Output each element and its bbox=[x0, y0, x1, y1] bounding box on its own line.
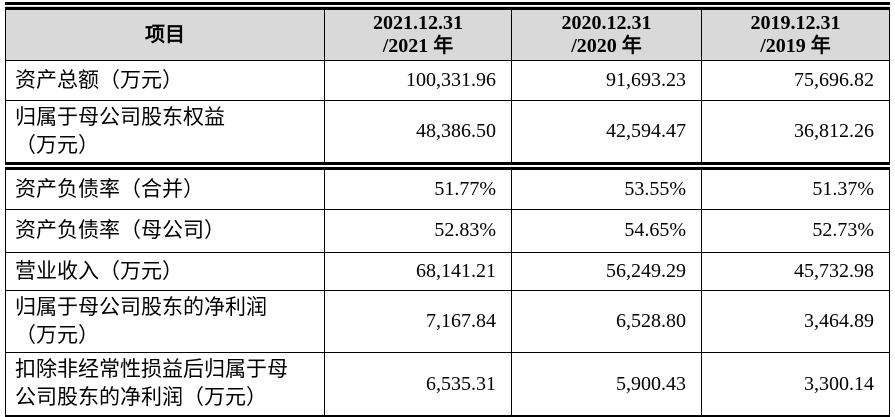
value-2019: 75,696.82 bbox=[701, 60, 890, 101]
table-row-net-profit-parent: 归属于母公司股东的净利润 （万元） 7,167.84 6,528.80 3,46… bbox=[5, 289, 890, 354]
row-label: 扣除非经常性损益后归属于母 公司股东的净利润（万元） bbox=[5, 352, 325, 417]
table-header-row: 项目 2021.12.31 /2021 年 2020.12.31 /2020 年… bbox=[5, 2, 890, 61]
value-2020: 6,528.80 bbox=[511, 289, 702, 354]
value-2020: 91,693.23 bbox=[511, 60, 702, 101]
value-2021: 48,386.50 bbox=[324, 100, 512, 167]
row-label: 营业收入（万元） bbox=[5, 251, 325, 291]
value-2020: 54.65% bbox=[511, 208, 702, 253]
value-2021: 6,535.31 bbox=[324, 352, 512, 417]
row-label: 资产总额（万元） bbox=[5, 60, 325, 101]
value-2019: 3,300.14 bbox=[701, 352, 890, 417]
value-2021: 52.83% bbox=[324, 208, 512, 253]
table-row-net-profit-excl-nonrecurring: 扣除非经常性损益后归属于母 公司股东的净利润（万元） 6,535.31 5,90… bbox=[5, 352, 890, 417]
row-label: 归属于母公司股东的净利润 （万元） bbox=[5, 289, 325, 354]
row-label: 归属于母公司股东权益 （万元） bbox=[5, 100, 325, 167]
value-2021: 68,141.21 bbox=[324, 251, 512, 291]
table-row-debt-ratio-parent: 资产负债率（母公司） 52.83% 54.65% 52.73% bbox=[5, 208, 890, 253]
value-2020: 53.55% bbox=[511, 162, 702, 210]
header-cell-item: 项目 bbox=[5, 2, 325, 61]
header-cell-2021: 2021.12.31 /2021 年 bbox=[324, 2, 512, 61]
financial-summary-table: 项目 2021.12.31 /2021 年 2020.12.31 /2020 年… bbox=[5, 2, 890, 417]
table-row-total-assets: 资产总额（万元） 100,331.96 91,693.23 75,696.82 bbox=[5, 60, 890, 101]
value-2019: 52.73% bbox=[701, 208, 890, 253]
table-row-debt-ratio-consolidated: 资产负债率（合并） 51.77% 53.55% 51.37% bbox=[5, 162, 890, 210]
header-cell-2019: 2019.12.31 /2019 年 bbox=[701, 2, 890, 61]
value-2019: 51.37% bbox=[701, 162, 890, 210]
value-2020: 42,594.47 bbox=[511, 100, 702, 167]
value-2019: 45,732.98 bbox=[701, 251, 890, 291]
value-2019: 36,812.26 bbox=[701, 100, 890, 167]
value-2021: 100,331.96 bbox=[324, 60, 512, 101]
value-2020: 56,249.29 bbox=[511, 251, 702, 291]
value-2020: 5,900.43 bbox=[511, 352, 702, 417]
header-cell-2020: 2020.12.31 /2020 年 bbox=[511, 2, 702, 61]
row-label: 资产负债率（合并） bbox=[5, 162, 325, 210]
table-row-parent-equity: 归属于母公司股东权益 （万元） 48,386.50 42,594.47 36,8… bbox=[5, 100, 890, 167]
row-label: 资产负债率（母公司） bbox=[5, 208, 325, 253]
value-2021: 7,167.84 bbox=[324, 289, 512, 354]
table-row-operating-revenue: 营业收入（万元） 68,141.21 56,249.29 45,732.98 bbox=[5, 251, 890, 291]
value-2019: 3,464.89 bbox=[701, 289, 890, 354]
value-2021: 51.77% bbox=[324, 162, 512, 210]
